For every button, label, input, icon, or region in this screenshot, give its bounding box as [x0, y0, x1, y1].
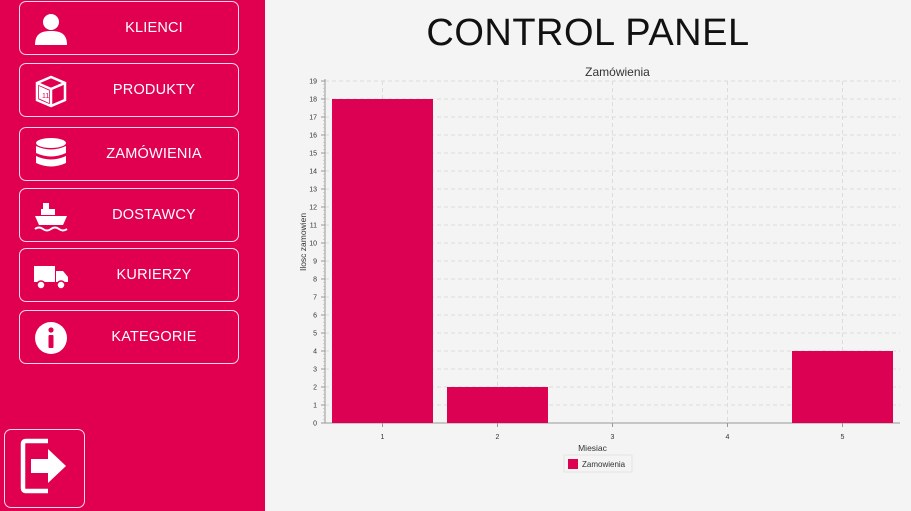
y-tick-label: 2: [313, 385, 317, 392]
ship-icon: [32, 197, 70, 235]
legend-swatch: [568, 459, 578, 469]
legend-box: [563, 454, 633, 473]
x-axis-label: Miesiac: [578, 443, 608, 453]
truck-icon: [32, 257, 70, 295]
bar: [792, 351, 893, 423]
x-tick-label: 3: [611, 434, 615, 441]
user-icon: [32, 10, 70, 48]
y-tick-label: 6: [313, 313, 317, 320]
y-tick-label: 14: [309, 169, 317, 176]
kategorie-label: KATEGORIE: [111, 329, 197, 345]
y-tick-label: 1: [313, 403, 317, 410]
database-icon: [32, 136, 70, 174]
y-tick-label: 13: [309, 187, 317, 194]
kurierzy-button[interactable]: KURIERZY: [19, 248, 239, 302]
x-tick-label: 4: [726, 434, 730, 441]
produkty-label: PRODUKTY: [112, 82, 196, 98]
y-tick-label: 10: [309, 241, 317, 248]
kategorie-button[interactable]: KATEGORIE: [19, 310, 239, 364]
box-icon: 11: [32, 72, 70, 110]
dostawcy-button[interactable]: DOSTAWCY: [19, 188, 239, 242]
logout-button[interactable]: [4, 429, 85, 508]
y-tick-label: 3: [313, 367, 317, 374]
x-tick-label: 5: [841, 434, 845, 441]
y-tick-label: 17: [309, 115, 317, 122]
dostawcy-label: DOSTAWCY: [112, 207, 196, 223]
svg-text:11: 11: [42, 93, 49, 100]
info-icon: [32, 319, 70, 357]
y-tick-label: 0: [313, 421, 317, 428]
y-tick-label: 4: [313, 349, 317, 356]
produkty-button[interactable]: 11 PRODUKTY: [19, 63, 239, 117]
logout-icon: [20, 437, 70, 500]
bar: [447, 387, 548, 423]
y-tick-label: 18: [309, 97, 317, 104]
y-tick-label: 12: [309, 205, 317, 212]
y-tick-label: 5: [313, 331, 317, 338]
y-tick-label: 15: [309, 151, 317, 158]
legend-label: Zamowienia: [582, 460, 626, 469]
y-tick-label: 7: [313, 295, 317, 302]
y-axis-label: Ilosc zamowien: [298, 213, 308, 271]
y-tick-label: 16: [309, 133, 317, 140]
chart-title: Zamówienia: [585, 65, 650, 79]
klienci-button[interactable]: KLIENCI: [19, 1, 239, 55]
page-title: CONTROL PANEL: [426, 12, 750, 54]
zamowienia-label: ZAMÓWIENIA: [106, 146, 202, 162]
kurierzy-label: KURIERZY: [116, 267, 192, 283]
sidebar: KLIENCI 11 PRODUKTY ZAMÓWIENIA DOSTAWCY …: [0, 0, 265, 511]
bar: [332, 99, 433, 423]
y-tick-label: 11: [310, 223, 317, 230]
x-tick-label: 2: [496, 434, 500, 441]
y-tick-label: 19: [309, 79, 317, 86]
klienci-label: KLIENCI: [125, 20, 183, 36]
x-tick-label: 1: [381, 434, 385, 441]
zamowienia-button[interactable]: ZAMÓWIENIA: [19, 127, 239, 181]
y-tick-label: 8: [313, 277, 317, 284]
y-tick-label: 9: [313, 259, 317, 266]
